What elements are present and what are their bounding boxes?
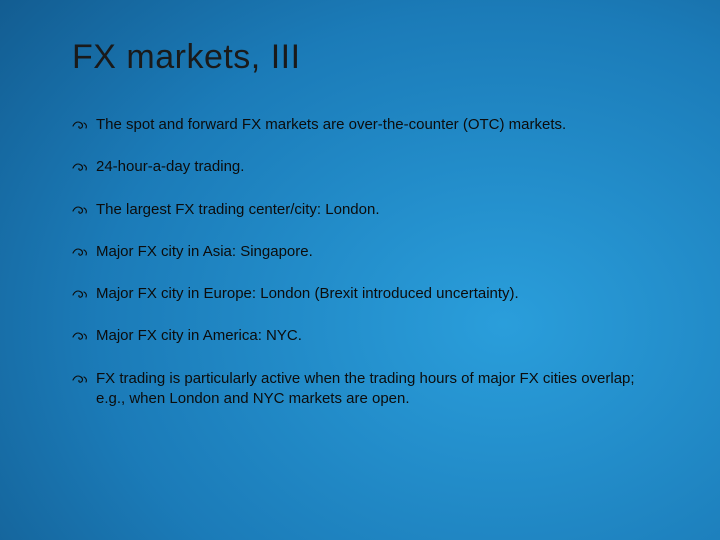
list-item: The largest FX trading center/city: Lond… [72, 200, 660, 220]
slide-title: FX markets, III [72, 38, 660, 77]
bullet-text: Major FX city in Asia: Singapore. [96, 242, 660, 262]
list-item: 24-hour-a-day trading. [72, 157, 660, 177]
list-item: Major FX city in America: NYC. [72, 326, 660, 346]
swirl-bullet-icon [72, 158, 92, 176]
slide: FX markets, III The spot and forward FX … [0, 0, 720, 540]
bullet-text: 24-hour-a-day trading. [96, 157, 660, 177]
swirl-bullet-icon [72, 285, 92, 303]
swirl-bullet-icon [72, 201, 92, 219]
bullet-text: Major FX city in America: NYC. [96, 326, 660, 346]
swirl-bullet-icon [72, 116, 92, 134]
swirl-bullet-icon [72, 370, 92, 388]
bullet-text: Major FX city in Europe: London (Brexit … [96, 284, 660, 304]
list-item: The spot and forward FX markets are over… [72, 115, 660, 135]
list-item: Major FX city in Europe: London (Brexit … [72, 284, 660, 304]
bullet-text: The spot and forward FX markets are over… [96, 115, 660, 135]
bullet-text: FX trading is particularly active when t… [96, 369, 660, 410]
swirl-bullet-icon [72, 327, 92, 345]
bullet-list: The spot and forward FX markets are over… [72, 115, 660, 409]
bullet-text: The largest FX trading center/city: Lond… [96, 200, 660, 220]
list-item: Major FX city in Asia: Singapore. [72, 242, 660, 262]
swirl-bullet-icon [72, 243, 92, 261]
list-item: FX trading is particularly active when t… [72, 369, 660, 410]
